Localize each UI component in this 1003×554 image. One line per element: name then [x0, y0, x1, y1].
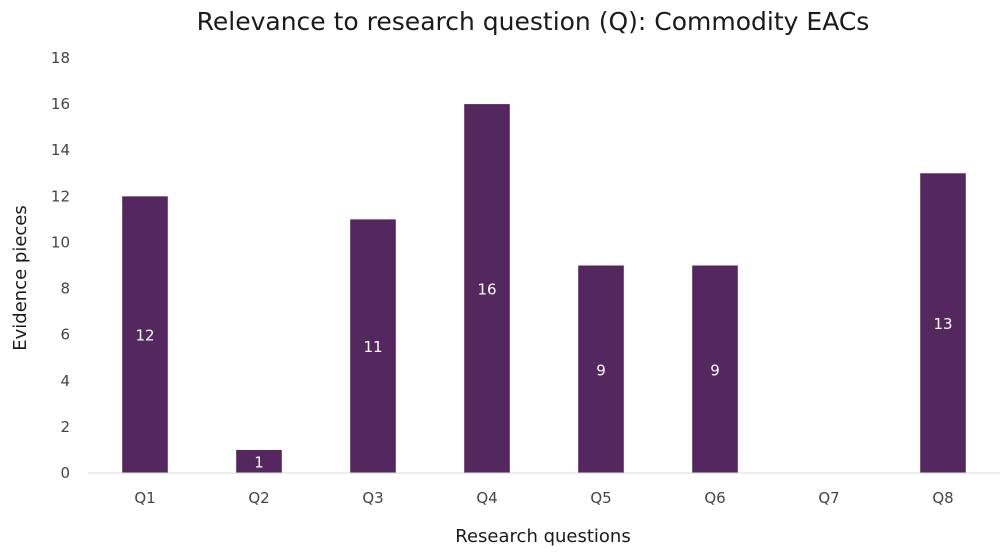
x-tick-label: Q5 — [590, 489, 611, 507]
bar-q4 — [464, 104, 510, 473]
y-tick-label: 14 — [51, 141, 70, 159]
x-axis-title: Research questions — [455, 526, 630, 547]
bars — [122, 104, 966, 474]
y-tick-label: 12 — [51, 187, 70, 205]
data-label-q2: 1 — [254, 453, 264, 471]
data-label-q4: 16 — [477, 281, 496, 299]
y-tick-label: 6 — [60, 326, 70, 344]
bar-q5 — [578, 265, 624, 473]
data-label-q8: 13 — [933, 315, 952, 333]
y-axis-title: Evidence pieces — [10, 205, 31, 350]
y-tick-label: 18 — [51, 49, 70, 67]
bar-q8 — [920, 173, 966, 473]
y-tick-label: 8 — [60, 280, 70, 298]
data-label-q5: 9 — [596, 361, 606, 379]
bar-q3 — [350, 219, 396, 473]
y-tick-label: 2 — [60, 418, 70, 436]
data-label-q3: 11 — [363, 338, 382, 356]
x-tick-label: Q1 — [134, 489, 155, 507]
bar-q1 — [122, 196, 168, 474]
bar-q2 — [236, 449, 282, 473]
y-tick-label: 4 — [60, 372, 70, 390]
data-label-q1: 12 — [135, 327, 154, 345]
chart-title: Relevance to research question (Q): Comm… — [197, 7, 870, 36]
x-tick-label: Q2 — [248, 489, 269, 507]
bar-q6 — [692, 265, 738, 473]
x-tick-label: Q4 — [476, 489, 497, 507]
x-tick-label: Q3 — [362, 489, 383, 507]
x-tick-label: Q6 — [704, 489, 725, 507]
y-axis-ticks: 0 2 4 6 8 10 12 14 16 18 — [51, 49, 70, 482]
y-tick-label: 16 — [51, 95, 70, 113]
y-tick-label: 0 — [60, 464, 70, 482]
x-tick-label: Q8 — [932, 489, 953, 507]
x-tick-label: Q7 — [818, 489, 839, 507]
x-axis-ticks: Q1 Q2 Q3 Q4 Q5 Q6 Q7 Q8 — [134, 489, 953, 507]
data-label-q6: 9 — [710, 361, 720, 379]
y-tick-label: 10 — [51, 233, 70, 251]
